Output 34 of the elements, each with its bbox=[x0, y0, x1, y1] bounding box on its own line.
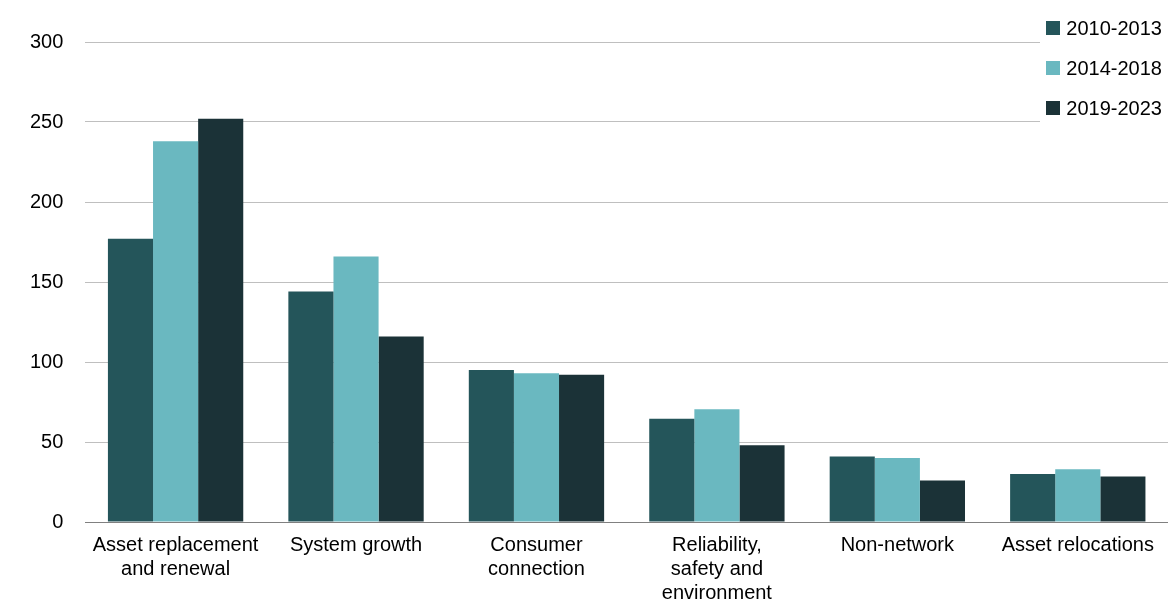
bar bbox=[1100, 476, 1146, 522]
legend-label: 2019-2023 bbox=[1066, 96, 1162, 120]
x-tick-label: Consumer connection bbox=[488, 532, 585, 579]
legend-label: 2014-2018 bbox=[1066, 56, 1162, 80]
y-tick-label: 200 bbox=[29, 189, 64, 212]
bar bbox=[198, 118, 244, 522]
x-tick-label: Asset replacement and renewal bbox=[92, 532, 259, 579]
bar bbox=[468, 370, 514, 522]
bar bbox=[333, 256, 379, 522]
bar bbox=[919, 480, 966, 522]
bar bbox=[378, 336, 424, 522]
x-tick-label: Non-network bbox=[840, 532, 956, 555]
y-tick-label: 100 bbox=[29, 349, 64, 372]
bar bbox=[694, 409, 740, 522]
bar bbox=[513, 373, 560, 522]
bar bbox=[1055, 469, 1101, 522]
y-tick-label: 300 bbox=[29, 29, 64, 52]
y-tick-label: 50 bbox=[41, 429, 64, 452]
x-tick-label: Asset relocations bbox=[1001, 532, 1154, 555]
y-tick-label: 150 bbox=[29, 269, 64, 292]
bar bbox=[739, 445, 785, 522]
bar bbox=[153, 141, 199, 522]
bar bbox=[559, 374, 605, 522]
y-tick-label: 250 bbox=[29, 109, 64, 132]
legend-label: 2010-2013 bbox=[1066, 16, 1162, 40]
bar bbox=[288, 291, 334, 522]
bar bbox=[829, 456, 875, 522]
bar bbox=[874, 458, 920, 522]
bar bbox=[649, 418, 695, 522]
bar bbox=[1010, 474, 1056, 522]
y-tick-label: 0 bbox=[52, 509, 64, 532]
x-tick-label: System growth bbox=[289, 532, 423, 555]
x-tick-label: Reliability, safety and environment bbox=[661, 532, 773, 603]
bar bbox=[107, 238, 154, 522]
